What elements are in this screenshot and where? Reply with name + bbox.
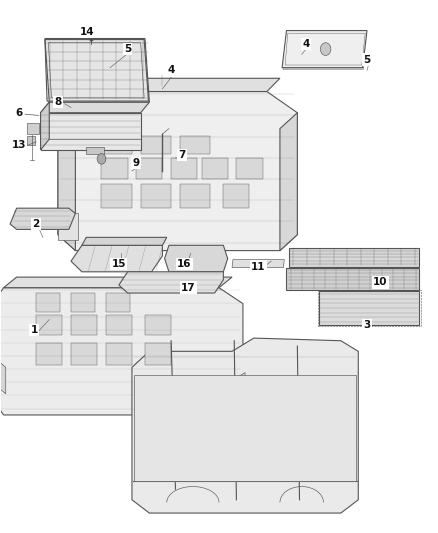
Text: 10: 10 — [373, 277, 387, 287]
Polygon shape — [10, 208, 75, 229]
Bar — [180, 135, 210, 154]
Text: 5: 5 — [364, 55, 371, 64]
Polygon shape — [119, 272, 223, 293]
Bar — [71, 293, 95, 312]
Text: 17: 17 — [181, 282, 196, 293]
Polygon shape — [58, 92, 297, 251]
Polygon shape — [41, 113, 141, 150]
Polygon shape — [319, 292, 419, 325]
Bar — [36, 316, 62, 335]
Text: 8: 8 — [54, 97, 62, 107]
Polygon shape — [283, 67, 364, 69]
Polygon shape — [71, 245, 162, 272]
Polygon shape — [41, 102, 149, 113]
Polygon shape — [0, 288, 243, 415]
Polygon shape — [232, 260, 284, 268]
Bar — [201, 158, 228, 179]
Text: 15: 15 — [112, 259, 126, 269]
Bar — [36, 293, 60, 312]
Circle shape — [97, 154, 106, 164]
Polygon shape — [280, 113, 297, 251]
Text: 11: 11 — [251, 262, 265, 271]
Polygon shape — [282, 30, 367, 68]
Text: 16: 16 — [177, 259, 191, 269]
Text: 7: 7 — [178, 150, 186, 160]
Polygon shape — [58, 92, 75, 118]
Bar — [134, 375, 356, 481]
Bar — [102, 135, 132, 154]
Polygon shape — [4, 277, 232, 288]
Text: 6: 6 — [15, 108, 22, 118]
Polygon shape — [286, 268, 419, 290]
Text: 13: 13 — [11, 140, 26, 150]
Bar — [36, 343, 62, 365]
Bar — [136, 158, 162, 179]
Text: 1: 1 — [30, 325, 38, 335]
Bar — [106, 343, 132, 365]
Bar — [106, 293, 130, 312]
Bar — [102, 158, 127, 179]
Text: 9: 9 — [133, 158, 140, 168]
Polygon shape — [132, 338, 358, 513]
Polygon shape — [75, 78, 280, 92]
Bar — [27, 136, 35, 144]
Bar — [106, 316, 132, 335]
Bar — [71, 343, 97, 365]
Bar — [86, 147, 104, 154]
Bar — [223, 184, 250, 208]
Text: 3: 3 — [364, 320, 371, 330]
Bar — [180, 184, 210, 208]
Circle shape — [321, 43, 331, 55]
Polygon shape — [228, 373, 245, 407]
Bar — [102, 184, 132, 208]
Polygon shape — [41, 102, 49, 150]
Bar — [171, 158, 197, 179]
Polygon shape — [289, 248, 419, 266]
Text: 4: 4 — [302, 39, 310, 49]
Polygon shape — [45, 38, 149, 102]
Bar — [237, 158, 262, 179]
Bar — [145, 343, 171, 365]
Bar — [141, 184, 171, 208]
Bar — [141, 135, 171, 154]
Bar — [71, 316, 97, 335]
Bar — [145, 316, 171, 335]
Text: 2: 2 — [32, 219, 40, 229]
Text: 5: 5 — [124, 44, 131, 54]
Polygon shape — [82, 237, 167, 245]
Text: 14: 14 — [80, 27, 95, 37]
Polygon shape — [58, 214, 78, 240]
Polygon shape — [0, 357, 6, 394]
Bar — [27, 123, 39, 134]
Text: 4: 4 — [167, 66, 175, 75]
Polygon shape — [58, 92, 75, 251]
Polygon shape — [165, 245, 228, 272]
